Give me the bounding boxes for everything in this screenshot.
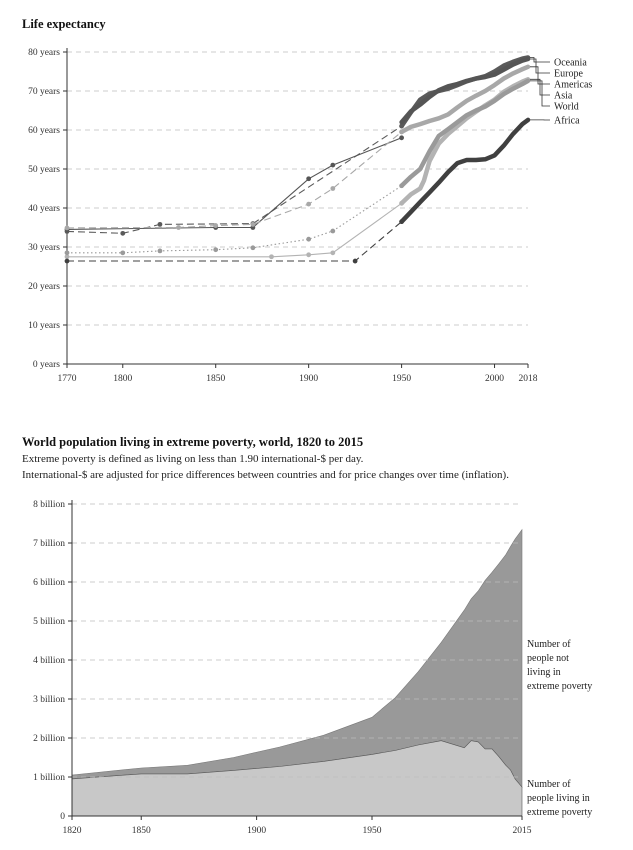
modern-line-world (399, 78, 531, 189)
area-in-poverty (71, 740, 523, 817)
poverty-title: World population living in extreme pover… (22, 435, 363, 449)
historic-point-world (157, 248, 163, 254)
y-tick-label: 0 years (33, 360, 60, 370)
label-not-in-poverty: living in (527, 667, 561, 678)
historic-line-world (67, 185, 402, 254)
historic-point-americas (176, 225, 181, 230)
historic-point-americas (250, 221, 256, 227)
legend-label-africa: Africa (554, 116, 580, 127)
x-tick-label: 1900 (299, 374, 318, 384)
historic-point-asia (330, 250, 336, 256)
label-not-in-poverty: people not (527, 653, 569, 664)
x-tick-label: 2000 (485, 374, 504, 384)
historic-point-americas (306, 201, 312, 207)
y-tick-label: 30 years (28, 243, 60, 253)
y-tick-label: 2 billion (33, 734, 65, 744)
historic-point-oceania (120, 230, 126, 236)
x-tick-label: 1770 (58, 374, 77, 384)
x-tick-label: 2018 (519, 374, 538, 384)
poverty-subtitle-2: International-$ are adjusted for price d… (22, 469, 509, 481)
label-in-poverty: Number of (527, 779, 571, 790)
historic-point-americas (213, 223, 219, 228)
historic-point-europe (306, 176, 312, 182)
y-tick-label: 40 years (28, 204, 60, 214)
y-tick-label: 7 billion (33, 539, 65, 549)
label-not-in-poverty: Number of (527, 639, 571, 650)
x-tick-label: 1950 (363, 826, 382, 836)
x-tick-label: 1900 (247, 826, 266, 836)
legend-connector (530, 66, 550, 85)
historic-point-world (64, 250, 70, 256)
legend-label-world: World (554, 102, 579, 113)
legend-label-europe: Europe (554, 69, 583, 80)
x-tick-label: 1850 (206, 374, 225, 384)
label-in-poverty: extreme poverty (527, 807, 592, 818)
life-expectancy-title: Life expectancy (22, 17, 106, 31)
legend-label-asia: Asia (554, 91, 573, 102)
legend-connector (530, 58, 550, 74)
historic-point-africa (64, 258, 70, 264)
historic-line-americas (66, 131, 402, 229)
historic-point-africa (352, 258, 358, 264)
legend-connector (530, 57, 550, 63)
label-not-in-poverty: extreme poverty (527, 681, 592, 692)
legend-label-oceania: Oceania (554, 58, 587, 69)
label-in-poverty: people living in (527, 793, 590, 804)
legend-connector (530, 78, 550, 96)
y-tick-label: 6 billion (33, 578, 65, 588)
historic-line-oceania (66, 125, 402, 234)
historic-point-asia (64, 254, 70, 260)
x-tick-label: 2015 (513, 826, 532, 836)
y-tick-label: 5 billion (33, 617, 65, 627)
historic-line-europe (66, 137, 402, 230)
historic-point-asia (269, 254, 274, 260)
life-expectancy-chart: Life expectancy 0 years 10 years 20 years 3… (22, 17, 592, 384)
historic-point-europe (399, 135, 404, 141)
poverty-subtitle-1: Extreme poverty is defined as living on … (22, 453, 364, 465)
x-tick-label: 1800 (113, 374, 132, 384)
historic-point-oceania (157, 221, 163, 227)
y-tick-label: 60 years (28, 126, 60, 136)
y-tick-label: 10 years (28, 321, 60, 331)
extreme-poverty-chart: World population living in extreme pover… (22, 435, 592, 836)
historic-point-asia (306, 252, 312, 258)
y-tick-label: 20 years (28, 282, 60, 292)
historic-point-world (120, 250, 126, 256)
historic-point-europe (330, 162, 336, 168)
historic-point-world (330, 228, 336, 234)
y-tick-label: 70 years (28, 87, 60, 97)
y-tick-label: 4 billion (33, 656, 65, 666)
y-tick-label: 3 billion (33, 695, 65, 705)
y-tick-label: 1 billion (33, 773, 65, 783)
y-tick-label: 80 years (28, 48, 60, 58)
modern-line-americas (399, 64, 531, 135)
historic-point-world (250, 245, 256, 251)
modern-line-europe (399, 56, 531, 125)
historic-point-americas (64, 225, 70, 231)
historic-point-world (306, 236, 312, 242)
y-tick-label: 8 billion (33, 500, 65, 510)
y-tick-label: 0 (60, 812, 65, 822)
historic-point-world (213, 247, 219, 253)
historic-line-asia (67, 202, 402, 258)
x-tick-label: 1820 (63, 826, 82, 836)
legend-label-americas: Americas (554, 80, 592, 91)
x-tick-label: 1850 (132, 826, 151, 836)
modern-line-africa (399, 117, 531, 224)
y-tick-label: 50 years (28, 165, 60, 175)
x-tick-label: 1950 (392, 374, 411, 384)
legend-connector (530, 80, 550, 107)
historic-point-americas (330, 186, 336, 191)
